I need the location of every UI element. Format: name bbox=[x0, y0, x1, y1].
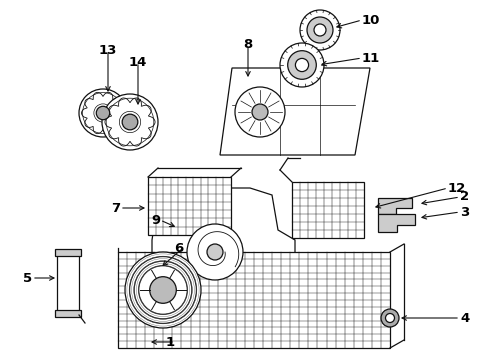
Text: 9: 9 bbox=[151, 213, 160, 226]
Polygon shape bbox=[220, 68, 370, 155]
Text: 7: 7 bbox=[111, 202, 120, 215]
Text: 11: 11 bbox=[362, 51, 380, 64]
Circle shape bbox=[295, 58, 309, 72]
Circle shape bbox=[129, 257, 196, 323]
Text: 8: 8 bbox=[244, 39, 253, 51]
Circle shape bbox=[300, 10, 340, 50]
Circle shape bbox=[187, 224, 243, 280]
Text: 13: 13 bbox=[99, 44, 117, 57]
Polygon shape bbox=[152, 188, 295, 282]
Circle shape bbox=[122, 114, 138, 130]
Text: 3: 3 bbox=[460, 206, 469, 219]
Circle shape bbox=[102, 94, 158, 150]
Bar bbox=[118, 252, 390, 348]
Polygon shape bbox=[378, 198, 412, 214]
Circle shape bbox=[139, 266, 187, 314]
Text: 10: 10 bbox=[362, 13, 380, 27]
Circle shape bbox=[125, 252, 201, 328]
Bar bbox=[57, 254, 79, 312]
Text: 6: 6 bbox=[174, 242, 183, 255]
Circle shape bbox=[307, 17, 333, 43]
Text: 2: 2 bbox=[460, 190, 469, 203]
Circle shape bbox=[386, 314, 394, 323]
Circle shape bbox=[381, 309, 399, 327]
Circle shape bbox=[150, 277, 176, 303]
Circle shape bbox=[235, 87, 285, 137]
Bar bbox=[292, 182, 364, 238]
Circle shape bbox=[96, 106, 110, 120]
Bar bbox=[148, 177, 231, 235]
Text: 12: 12 bbox=[448, 181, 466, 194]
Text: 5: 5 bbox=[23, 271, 32, 284]
Circle shape bbox=[207, 244, 223, 260]
Bar bbox=[55, 249, 81, 256]
Circle shape bbox=[314, 24, 326, 36]
Circle shape bbox=[288, 51, 317, 79]
Circle shape bbox=[280, 43, 324, 87]
Circle shape bbox=[134, 261, 192, 319]
Circle shape bbox=[79, 89, 127, 137]
Text: 14: 14 bbox=[129, 55, 147, 68]
Bar bbox=[55, 310, 81, 317]
Text: 1: 1 bbox=[166, 336, 175, 348]
Text: 4: 4 bbox=[460, 311, 469, 324]
Polygon shape bbox=[378, 214, 415, 232]
Circle shape bbox=[252, 104, 268, 120]
